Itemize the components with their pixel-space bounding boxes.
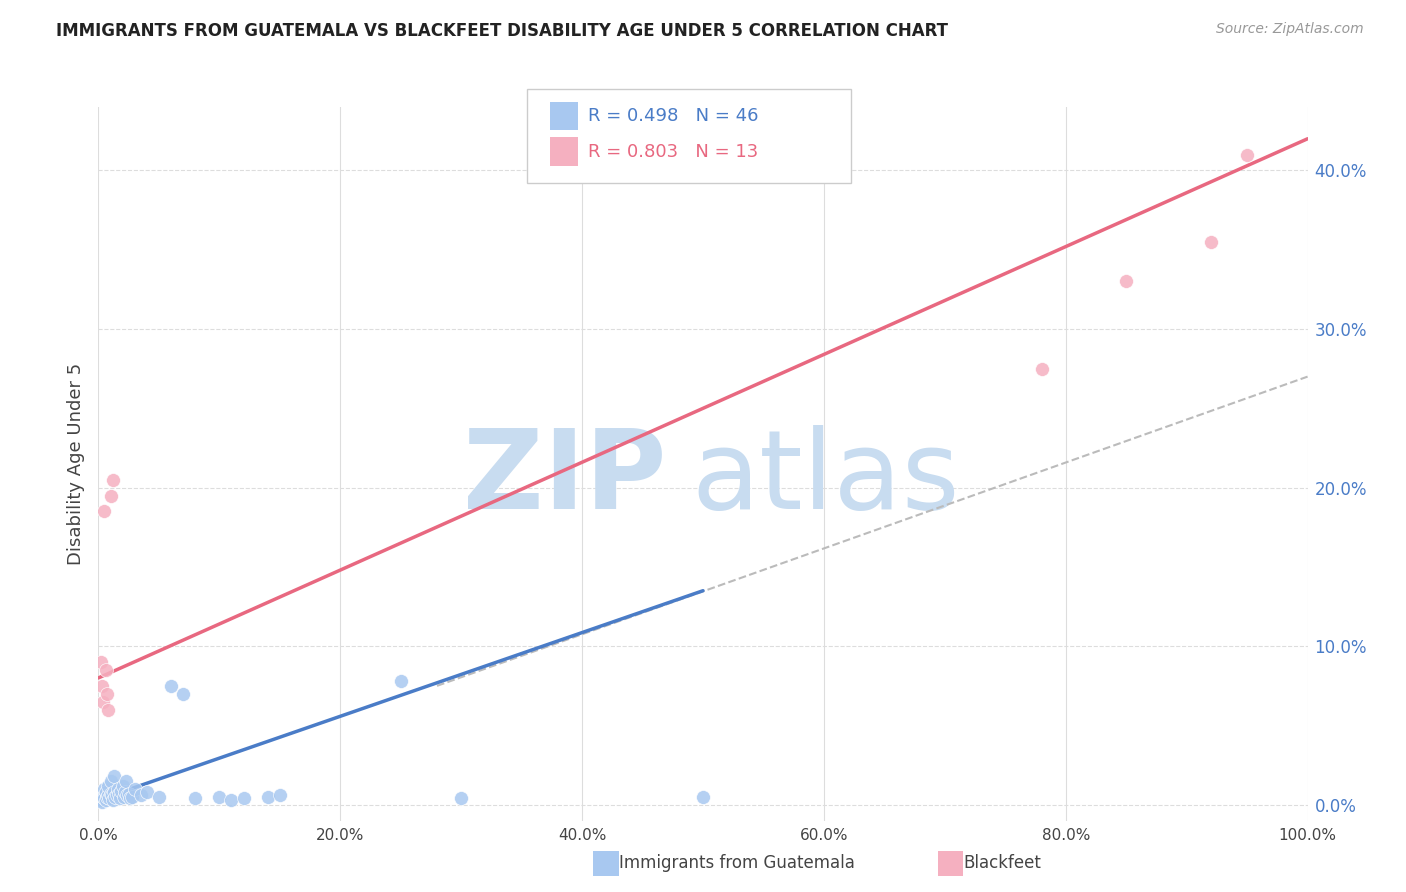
Point: [135, 785, 157, 799]
Point: [100, 787, 122, 801]
Point: [172, 687, 194, 701]
Point: [93, 781, 115, 796]
Point: [91, 695, 114, 709]
Point: [101, 473, 124, 487]
Point: [124, 781, 146, 796]
Point: [107, 781, 129, 796]
Point: [115, 774, 138, 789]
Text: R = 0.803   N = 13: R = 0.803 N = 13: [588, 143, 758, 161]
Point: [103, 785, 125, 799]
Point: [94, 663, 117, 677]
Point: [97, 703, 120, 717]
Point: [184, 791, 207, 805]
Text: atlas: atlas: [690, 425, 959, 532]
Point: [112, 789, 135, 804]
Point: [91, 789, 114, 804]
Point: [90, 793, 112, 807]
Text: Blackfeet: Blackfeet: [963, 855, 1040, 872]
Text: Immigrants from Guatemala: Immigrants from Guatemala: [619, 855, 855, 872]
Point: [108, 791, 131, 805]
Point: [94, 793, 117, 807]
Point: [1236, 147, 1258, 161]
Point: [111, 779, 134, 793]
Point: [94, 785, 117, 799]
Point: [208, 789, 231, 804]
Y-axis label: Disability Age Under 5: Disability Age Under 5: [66, 363, 84, 565]
Point: [96, 687, 118, 701]
Point: [91, 795, 114, 809]
Point: [160, 679, 183, 693]
Point: [232, 791, 254, 805]
Text: Source: ZipAtlas.com: Source: ZipAtlas.com: [1216, 22, 1364, 37]
Point: [114, 785, 136, 799]
Point: [90, 655, 112, 669]
Point: [98, 791, 121, 805]
Point: [110, 783, 132, 797]
Point: [1115, 275, 1137, 289]
Point: [129, 789, 152, 803]
Point: [100, 489, 122, 503]
Point: [121, 789, 143, 804]
Point: [91, 679, 114, 693]
Text: ZIP: ZIP: [464, 425, 666, 532]
Point: [97, 789, 120, 803]
Point: [93, 504, 115, 518]
Point: [101, 793, 124, 807]
Point: [96, 789, 118, 804]
Point: [118, 791, 141, 805]
Point: [118, 787, 141, 801]
Point: [269, 789, 291, 803]
Point: [104, 789, 127, 804]
Text: IMMIGRANTS FROM GUATEMALA VS BLACKFEET DISABILITY AGE UNDER 5 CORRELATION CHART: IMMIGRANTS FROM GUATEMALA VS BLACKFEET D…: [56, 22, 948, 40]
Point: [100, 789, 122, 803]
Point: [389, 674, 412, 689]
Point: [103, 769, 125, 783]
Point: [97, 779, 120, 793]
Point: [221, 793, 243, 807]
Point: [148, 789, 170, 804]
Point: [93, 791, 115, 805]
Point: [1199, 235, 1222, 249]
Point: [450, 791, 472, 805]
Text: R = 0.498   N = 46: R = 0.498 N = 46: [588, 107, 758, 125]
Point: [105, 789, 128, 803]
Point: [117, 789, 139, 803]
Point: [100, 774, 122, 789]
Point: [256, 789, 278, 804]
Point: [108, 787, 131, 801]
Point: [692, 789, 714, 804]
Point: [1031, 361, 1053, 376]
